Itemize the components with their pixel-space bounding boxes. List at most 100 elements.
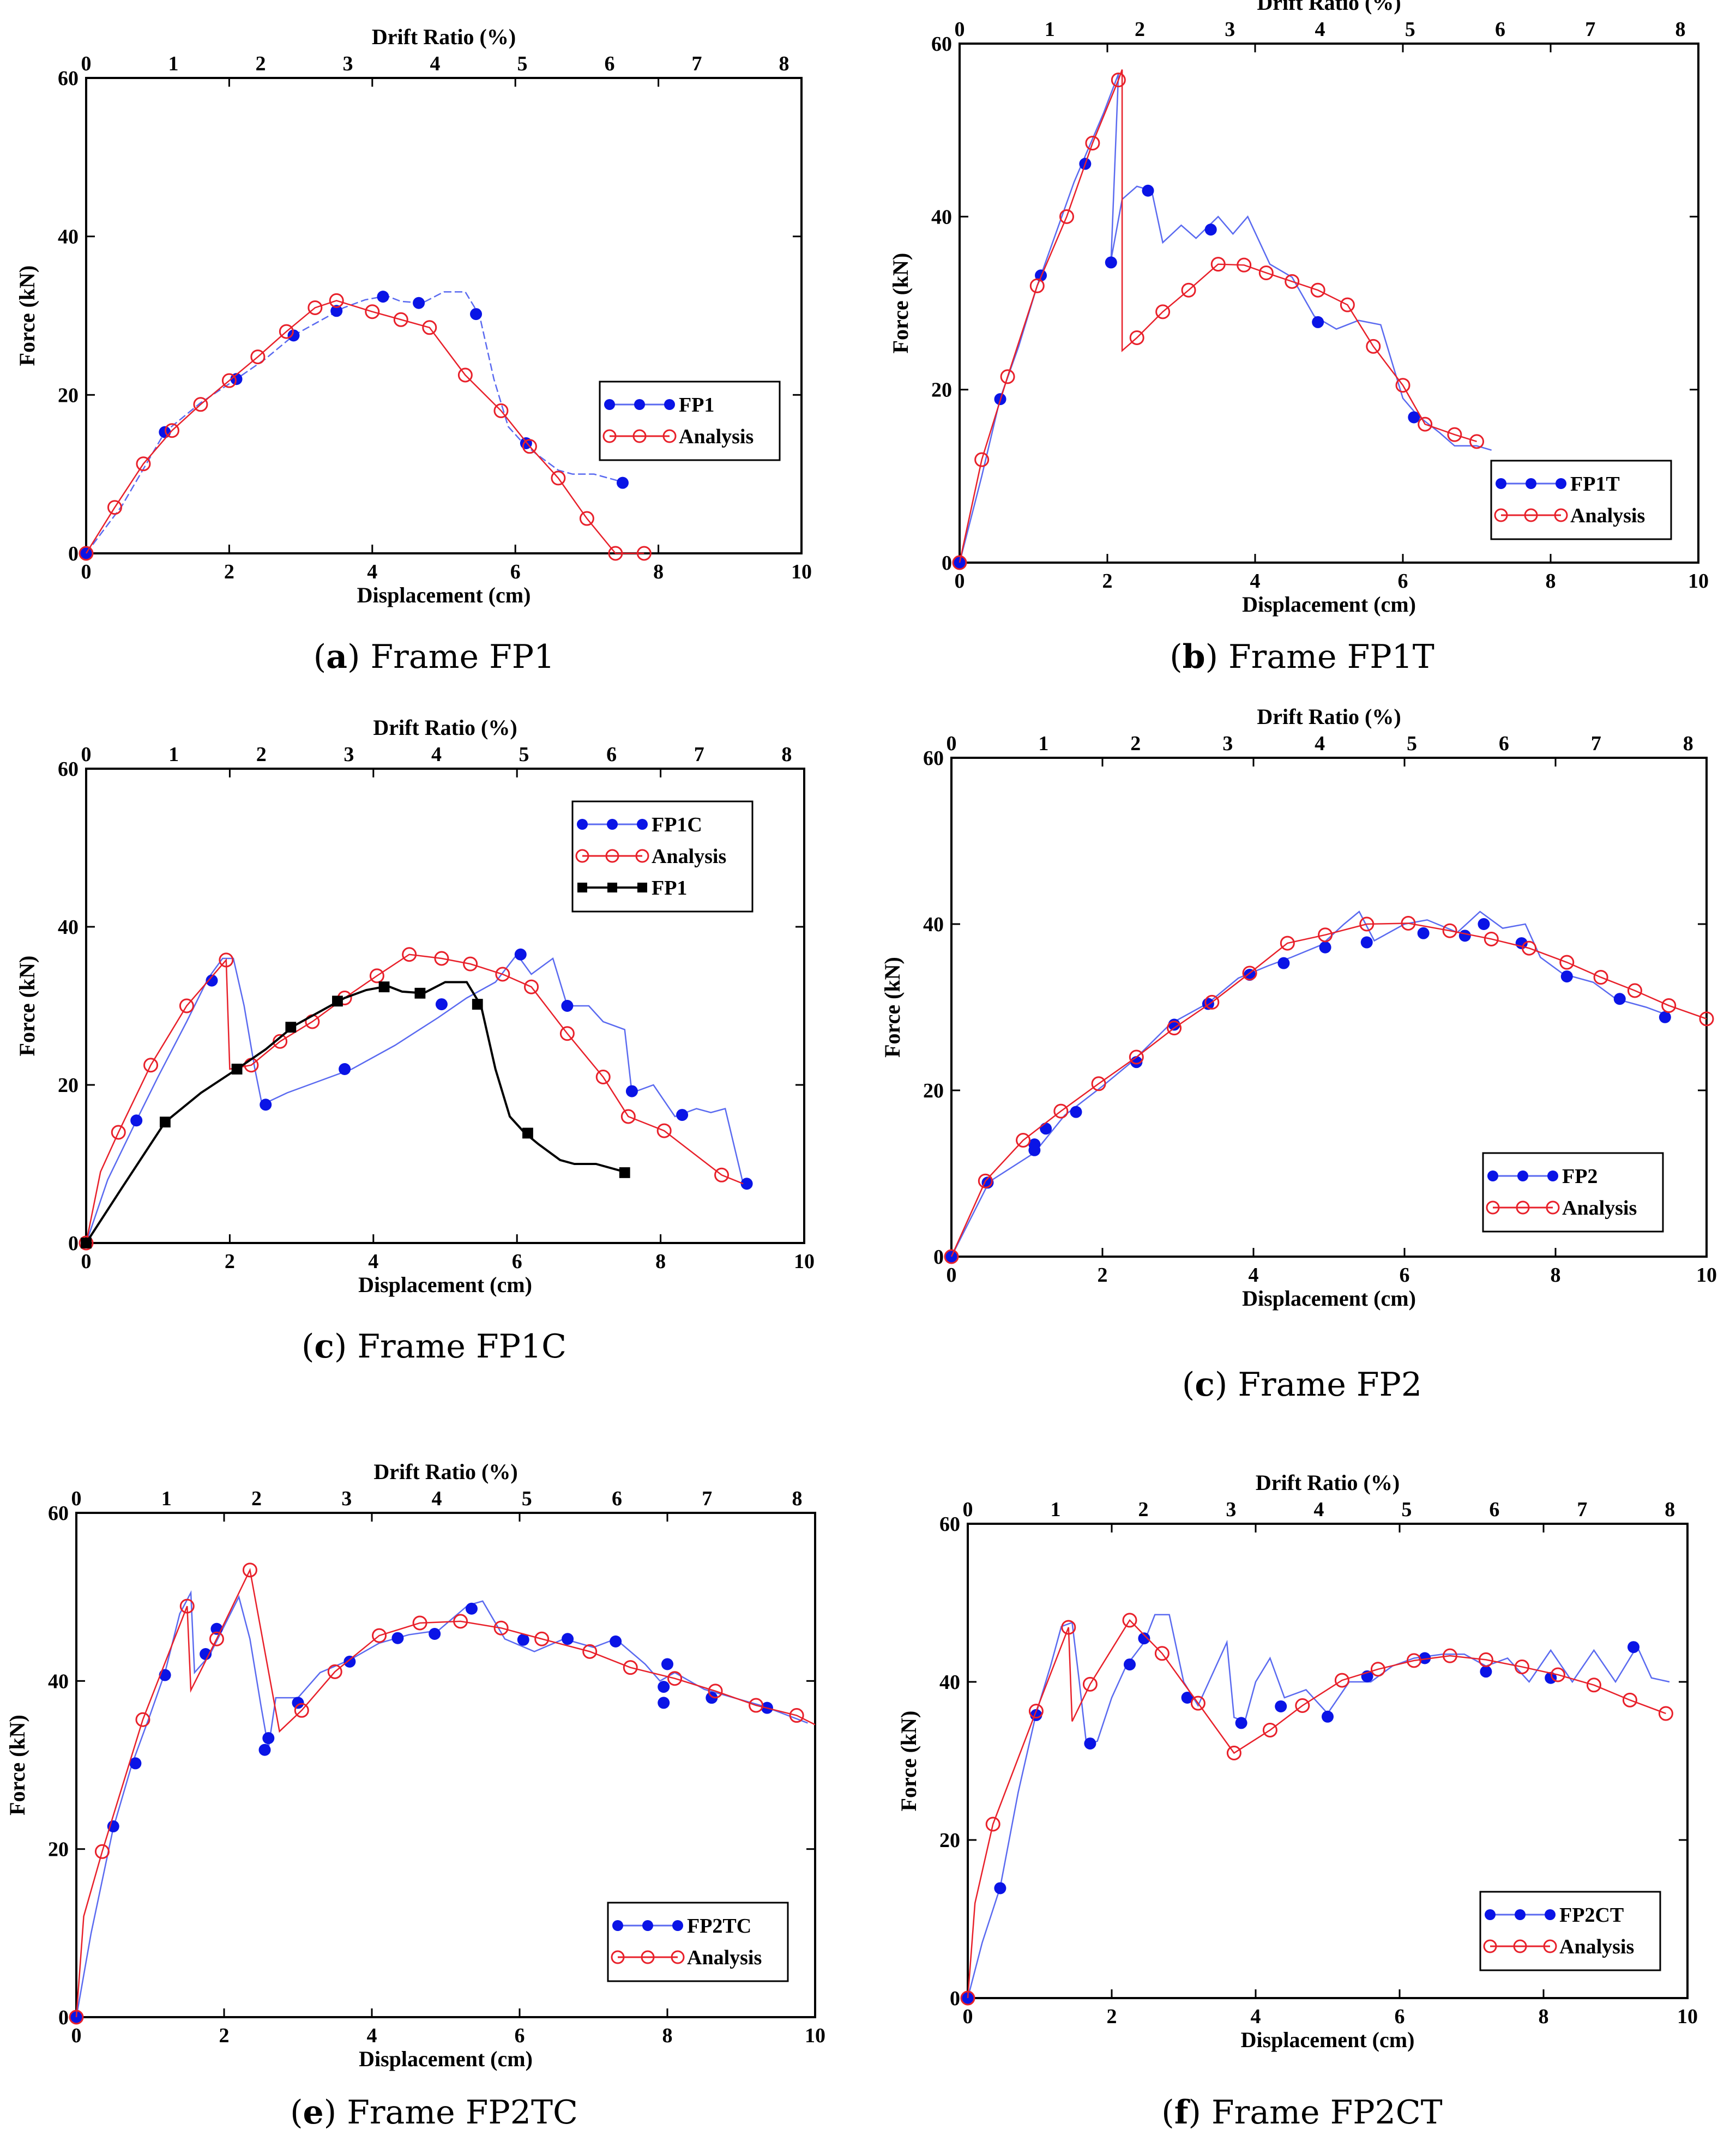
x-tick-label: 4 (367, 2024, 377, 2047)
data-point (1478, 918, 1490, 930)
data-point (534, 1631, 550, 1646)
x2-tick-label: 3 (1225, 18, 1235, 41)
x-tick-label: 8 (653, 560, 664, 583)
legend-label: Analysis (1559, 1935, 1634, 1958)
x2-tick-label: 5 (1407, 732, 1417, 755)
data-point (974, 452, 990, 467)
data-point (551, 470, 566, 486)
data-point (164, 423, 179, 438)
data-point (706, 1692, 718, 1704)
data-point (378, 981, 390, 993)
data-point (1070, 1106, 1082, 1118)
series-line (85, 981, 625, 1244)
x-tick-label: 6 (1395, 2005, 1405, 2028)
y-axis-label: Force (kN) (896, 1711, 921, 1812)
data-point (1360, 936, 1373, 949)
legend-marker (577, 819, 588, 830)
data-point (79, 546, 94, 561)
series-line (950, 922, 1707, 1257)
data-point (94, 1844, 110, 1859)
x-tick-label: 10 (794, 1250, 815, 1273)
y-tick-label: 0 (942, 552, 952, 575)
legend-marker (634, 399, 645, 410)
data-point (1478, 1652, 1493, 1667)
data-point (434, 951, 449, 966)
legend-label: Analysis (679, 425, 754, 448)
data-point (708, 1684, 723, 1699)
data-point (1334, 1673, 1349, 1688)
data-point (470, 308, 483, 321)
data-point (1593, 970, 1608, 985)
data-point (219, 952, 234, 968)
data-point (1204, 994, 1220, 1010)
data-point (1028, 1138, 1041, 1151)
data-point (391, 1632, 404, 1644)
x-tick-label: 8 (662, 2024, 673, 2047)
data-point (1401, 915, 1416, 931)
x2-tick-label: 3 (1222, 732, 1233, 755)
data-point (495, 967, 510, 982)
data-point (1628, 1641, 1639, 1654)
legend-marker (1556, 478, 1566, 489)
x-axis-label: Displacement (cm) (1241, 2028, 1415, 2052)
y-tick-label: 40 (58, 226, 79, 249)
data-point (129, 1757, 142, 1770)
data-point (279, 324, 294, 339)
x2-axis-label: Drift Ratio (%) (1256, 1470, 1400, 1495)
x2-tick-label: 0 (955, 18, 965, 41)
data-point (1480, 1666, 1492, 1678)
data-point (1560, 970, 1573, 983)
data-point (636, 546, 652, 561)
x-tick-label: 4 (1251, 2005, 1261, 2028)
y-tick-label: 20 (939, 1829, 960, 1852)
x-tick-label: 8 (1539, 2005, 1549, 2028)
x2-tick-label: 4 (430, 52, 441, 75)
y-tick-label: 0 (58, 2006, 69, 2029)
legend-box (599, 381, 781, 461)
legend-label: FP1C (652, 813, 702, 836)
data-point (617, 476, 629, 489)
data-point (952, 555, 967, 570)
legend-marker (1526, 478, 1536, 489)
x2-tick-label: 6 (1489, 1498, 1499, 1521)
data-point (393, 312, 408, 327)
x2-tick-label: 6 (1499, 732, 1509, 755)
data-point (514, 948, 527, 961)
data-point (107, 500, 122, 515)
legend-marker (1524, 508, 1538, 522)
x2-tick-label: 4 (431, 743, 442, 766)
data-point (1458, 930, 1471, 942)
data-point (1235, 1717, 1247, 1729)
data-point (372, 1628, 387, 1643)
legend-marker (1517, 1170, 1528, 1181)
data-point (329, 293, 344, 308)
legend-marker (1543, 1939, 1557, 1953)
x-tick-label: 0 (71, 2024, 82, 2047)
data-point (1370, 1662, 1385, 1677)
data-point (978, 1173, 993, 1188)
x-tick-label: 0 (81, 560, 92, 583)
series-fp1 (81, 981, 630, 1248)
data-point (1244, 969, 1256, 981)
legend-marker (1483, 1939, 1497, 1953)
data-point (285, 1022, 297, 1033)
legend-marker (1487, 1170, 1498, 1181)
data-point (608, 546, 623, 561)
series-line (959, 69, 1477, 563)
x-tick-label: 6 (1398, 570, 1408, 593)
data-point (1545, 1672, 1557, 1684)
x2-tick-label: 8 (779, 52, 789, 75)
data-point (623, 1660, 638, 1675)
x-tick-label: 6 (515, 2024, 525, 2047)
data-point (250, 349, 266, 365)
series-fp2tc (70, 1590, 808, 2023)
data-point (292, 1697, 304, 1709)
data-point (413, 297, 425, 309)
data-point (1082, 1676, 1098, 1692)
data-point (1059, 209, 1074, 224)
data-point (1340, 297, 1355, 312)
data-point (714, 1167, 730, 1182)
data-point (422, 320, 437, 335)
data-point (1280, 936, 1295, 951)
